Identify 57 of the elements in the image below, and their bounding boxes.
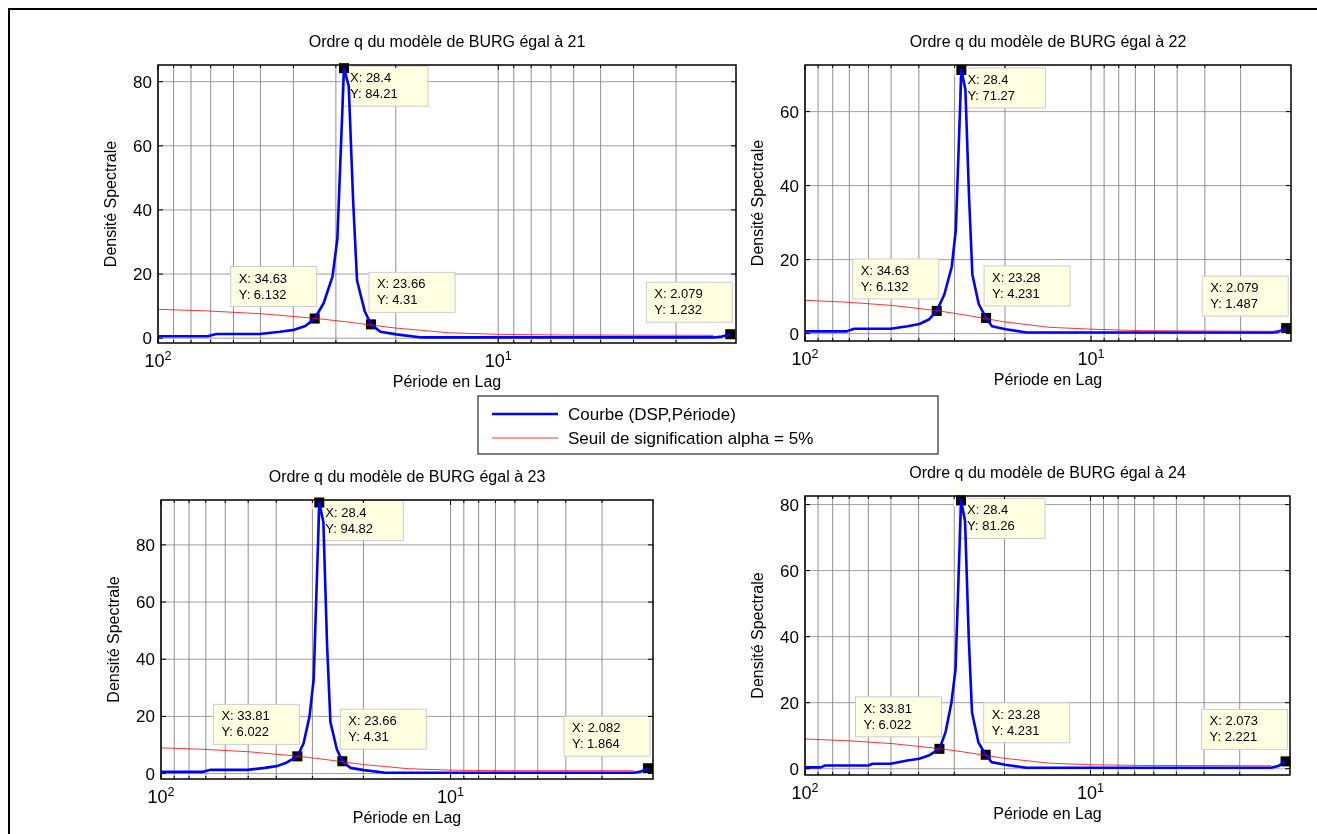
x-tick-label: 10$^{1}$ [1076,781,1104,803]
y-tick-label: 0 [142,329,152,349]
y-axis-title: Densité Spectrale [749,572,766,699]
annotation: X: 33.81 Y: 6.022 [863,700,912,732]
y-tick-label: 40 [133,200,152,220]
chart-title: Ordre q du modèle de BURG égal à 22 [909,33,1187,50]
y-tick-label: 80 [136,535,155,555]
annotation: X: 2.079 Y: 1.487 [1210,280,1259,312]
chart-title: Ordre q du modèle de BURG égal à 23 [268,468,546,485]
y-tick-label: 20 [780,693,799,713]
x-axis-title: Période en Lag [392,373,502,390]
y-axis-title: Densité Spectrale [105,576,122,703]
annotation: X: 2.079 Y: 1.232 [654,286,703,318]
y-tick-label: 80 [780,495,799,515]
x-axis-title: Période en Lag [993,805,1102,822]
annotation: X: 2.073 Y: 2.221 [1209,713,1258,745]
chart-title: Ordre q du modèle de BURG égal à 24 [909,464,1186,481]
y-tick-label: 40 [780,176,799,196]
y-tick-label: 40 [136,650,155,670]
annotation: X: 28.4 Y: 81.26 [967,502,1015,534]
y-tick-label: 80 [133,72,152,92]
y-tick-label: 60 [133,136,152,156]
annotation: X: 34.63 Y: 6.132 [860,262,910,294]
y-tick-label: 60 [780,561,799,581]
x-tick-label: 10$^{1}$ [1077,347,1105,369]
x-tick-label: 10$^{2}$ [791,781,819,803]
annotation: X: 23.66 Y: 4.31 [376,276,426,308]
y-tick-label: 0 [789,324,799,344]
x-tick-label: 10$^{2}$ [144,349,172,371]
annotation: X: 28.4 Y: 94.82 [325,504,374,536]
y-axis-title: Densité Spectrale [749,139,766,267]
y-tick-label: 60 [136,593,155,613]
x-axis-title: Période en Lag [352,809,462,826]
x-tick-label: 10$^{1}$ [484,349,512,371]
x-tick-label: 10$^{1}$ [437,785,465,807]
x-axis-title: Période en Lag [993,371,1103,388]
y-tick-label: 40 [780,627,799,647]
annotation: X: 2.082 Y: 1.864 [571,720,621,752]
y-tick-label: 0 [145,764,155,784]
y-tick-label: 20 [136,707,155,727]
y-tick-label: 20 [133,265,152,285]
annotation: X: 23.28 Y: 4.231 [992,269,1041,301]
chart-title: Ordre q du modèle de BURG égal à 21 [308,33,586,50]
y-axis-title: Densité Spectrale [102,140,119,268]
annotation: X: 28.4 Y: 71.27 [967,71,1016,103]
annotation: X: 34.63 Y: 6.132 [238,270,288,302]
x-tick-label: 10$^{2}$ [791,347,819,369]
annotation: X: 23.28 Y: 4.231 [991,706,1041,738]
y-tick-label: 0 [789,759,799,779]
y-tick-label: 20 [780,250,799,270]
x-tick-label: 10$^{2}$ [147,785,175,807]
annotation: X: 23.66 Y: 4.31 [348,713,397,745]
legend-label: Seuil de signification alpha = 5% [568,429,814,448]
legend-label: Courbe (DSP,Période) [568,405,736,424]
y-tick-label: 60 [780,102,799,122]
annotation: X: 28.4 Y: 84.21 [349,70,398,102]
annotation: X: 33.81 Y: 6.022 [221,708,270,740]
